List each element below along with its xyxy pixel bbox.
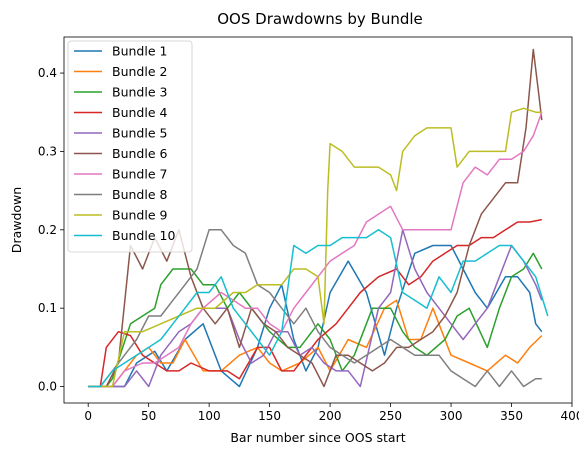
x-tick-label: 300 xyxy=(440,409,463,423)
x-tick-label: 250 xyxy=(379,409,402,423)
x-tick-label: 50 xyxy=(141,409,156,423)
y-tick-label: 0.1 xyxy=(38,301,57,315)
legend-box xyxy=(67,40,193,253)
legend-label-bundle-5: Bundle 5 xyxy=(112,126,167,141)
y-tick-label: 0.3 xyxy=(38,144,57,158)
legend-label-bundle-10: Bundle 10 xyxy=(112,228,175,243)
series-line-bundle-10 xyxy=(88,229,549,388)
series-line-bundle-5 xyxy=(88,229,543,388)
series-line-bundle-9 xyxy=(88,107,542,388)
legend-label-bundle-8: Bundle 8 xyxy=(112,187,167,202)
series-line-bundle-7 xyxy=(88,111,543,388)
x-tick-label: 0 xyxy=(84,409,92,423)
legend-label-bundle-6: Bundle 6 xyxy=(112,146,167,161)
x-tick-label: 100 xyxy=(198,409,221,423)
y-axis-ticks: 0.0 0.1 0.2 0.3 0.4 xyxy=(38,66,64,394)
y-tick-label: 0.2 xyxy=(38,223,57,237)
legend-label-bundle-1: Bundle 1 xyxy=(112,44,167,59)
x-tick-label: 150 xyxy=(258,409,281,423)
legend: Bundle 1 Bundle 2 Bundle 3 Bundle 4 Bundle 5… xyxy=(67,40,193,253)
y-axis-label: Drawdown xyxy=(9,187,24,253)
y-tick-label: 0.0 xyxy=(38,380,57,394)
x-tick-label: 200 xyxy=(319,409,342,423)
series-line-bundle-2 xyxy=(88,299,543,388)
x-tick-label: 350 xyxy=(500,409,523,423)
legend-label-bundle-4: Bundle 4 xyxy=(112,105,167,120)
legend-label-bundle-2: Bundle 2 xyxy=(112,64,167,79)
series-lines xyxy=(88,48,549,388)
legend-label-bundle-7: Bundle 7 xyxy=(112,167,167,182)
legend-label-bundle-9: Bundle 9 xyxy=(112,208,167,223)
chart-title: OOS Drawdowns by Bundle xyxy=(217,10,423,28)
plot-frame xyxy=(63,36,573,404)
x-axis-ticks: 0 50 100 150 200 250 300 350 400 xyxy=(84,403,579,423)
series-line-bundle-3 xyxy=(88,252,543,388)
x-axis-label: Bar number since OOS start xyxy=(230,430,405,445)
series-line-bundle-8 xyxy=(88,229,542,388)
x-tick-label: 400 xyxy=(561,409,579,423)
y-tick-label: 0.4 xyxy=(38,66,57,80)
legend-label-bundle-3: Bundle 3 xyxy=(112,85,167,100)
